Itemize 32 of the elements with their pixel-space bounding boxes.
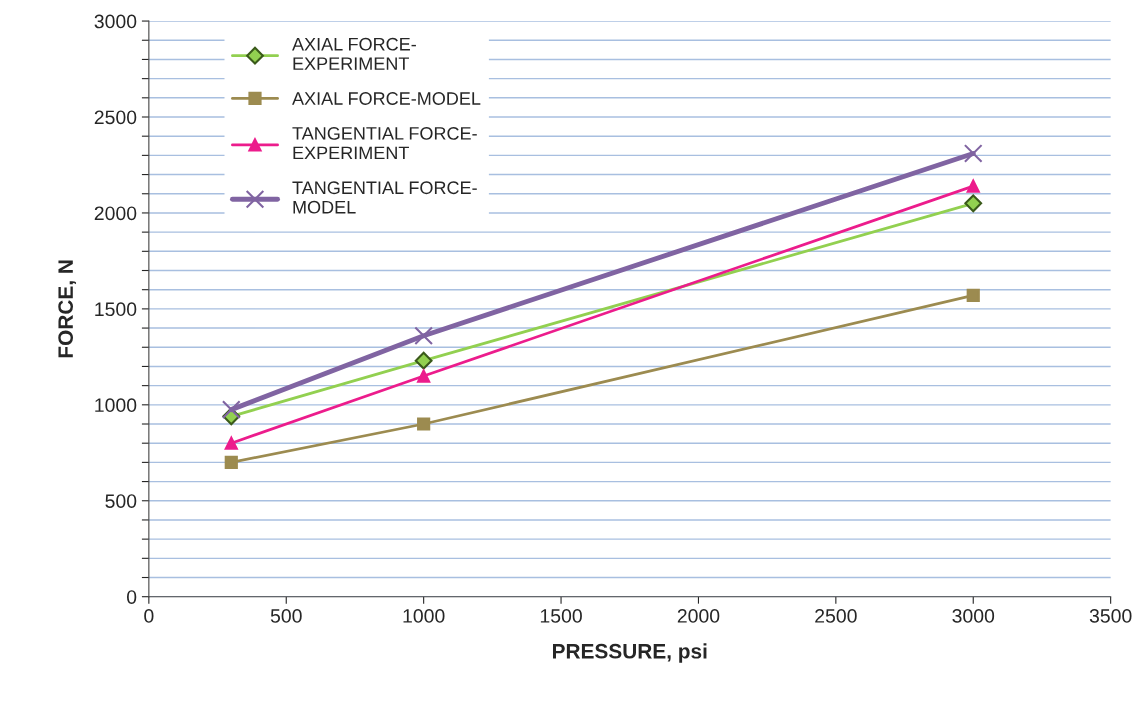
y-tick-label: 0	[126, 590, 137, 604]
point	[963, 144, 983, 163]
y-tick-label: 500	[105, 494, 137, 508]
legend-label: TANGENTIAL FORCE- MODEL	[292, 181, 477, 214]
point	[966, 179, 980, 193]
x-tick-label: 3500	[1089, 609, 1132, 623]
legend-label: TANGENTIAL FORCE- EXPERIMENT	[292, 127, 477, 160]
y-tick-label: 1000	[95, 398, 137, 413]
x-tick-label: 0	[144, 609, 154, 623]
y-tick-label: 3000	[94, 14, 137, 29]
point	[417, 417, 431, 431]
x-tick-label: 500	[270, 609, 302, 623]
y-axis-title: FORCE, N	[58, 260, 77, 358]
x-tick-label: 1000	[403, 609, 445, 623]
x-axis-title: PRESSURE, psi	[553, 643, 707, 663]
point	[414, 351, 433, 370]
point	[224, 455, 238, 469]
x-tick-label: 2500	[815, 609, 857, 623]
x-tick-label: 1500	[540, 609, 582, 623]
legend-label: AXIAL FORCE-MODEL	[292, 92, 481, 105]
point	[414, 326, 434, 346]
point	[966, 288, 980, 303]
y-tick-label: 2000	[94, 206, 137, 221]
point	[224, 436, 238, 450]
legend-label: AXIAL FORCE- EXPERIMENT	[292, 37, 416, 70]
point	[964, 194, 983, 213]
x-tick-label: 2000	[677, 609, 720, 623]
x-tick-label: 3000	[952, 609, 995, 623]
point	[221, 400, 241, 419]
point	[417, 369, 431, 383]
y-tick-label: 2500	[94, 110, 137, 125]
y-tick-label: 1500	[95, 302, 137, 317]
